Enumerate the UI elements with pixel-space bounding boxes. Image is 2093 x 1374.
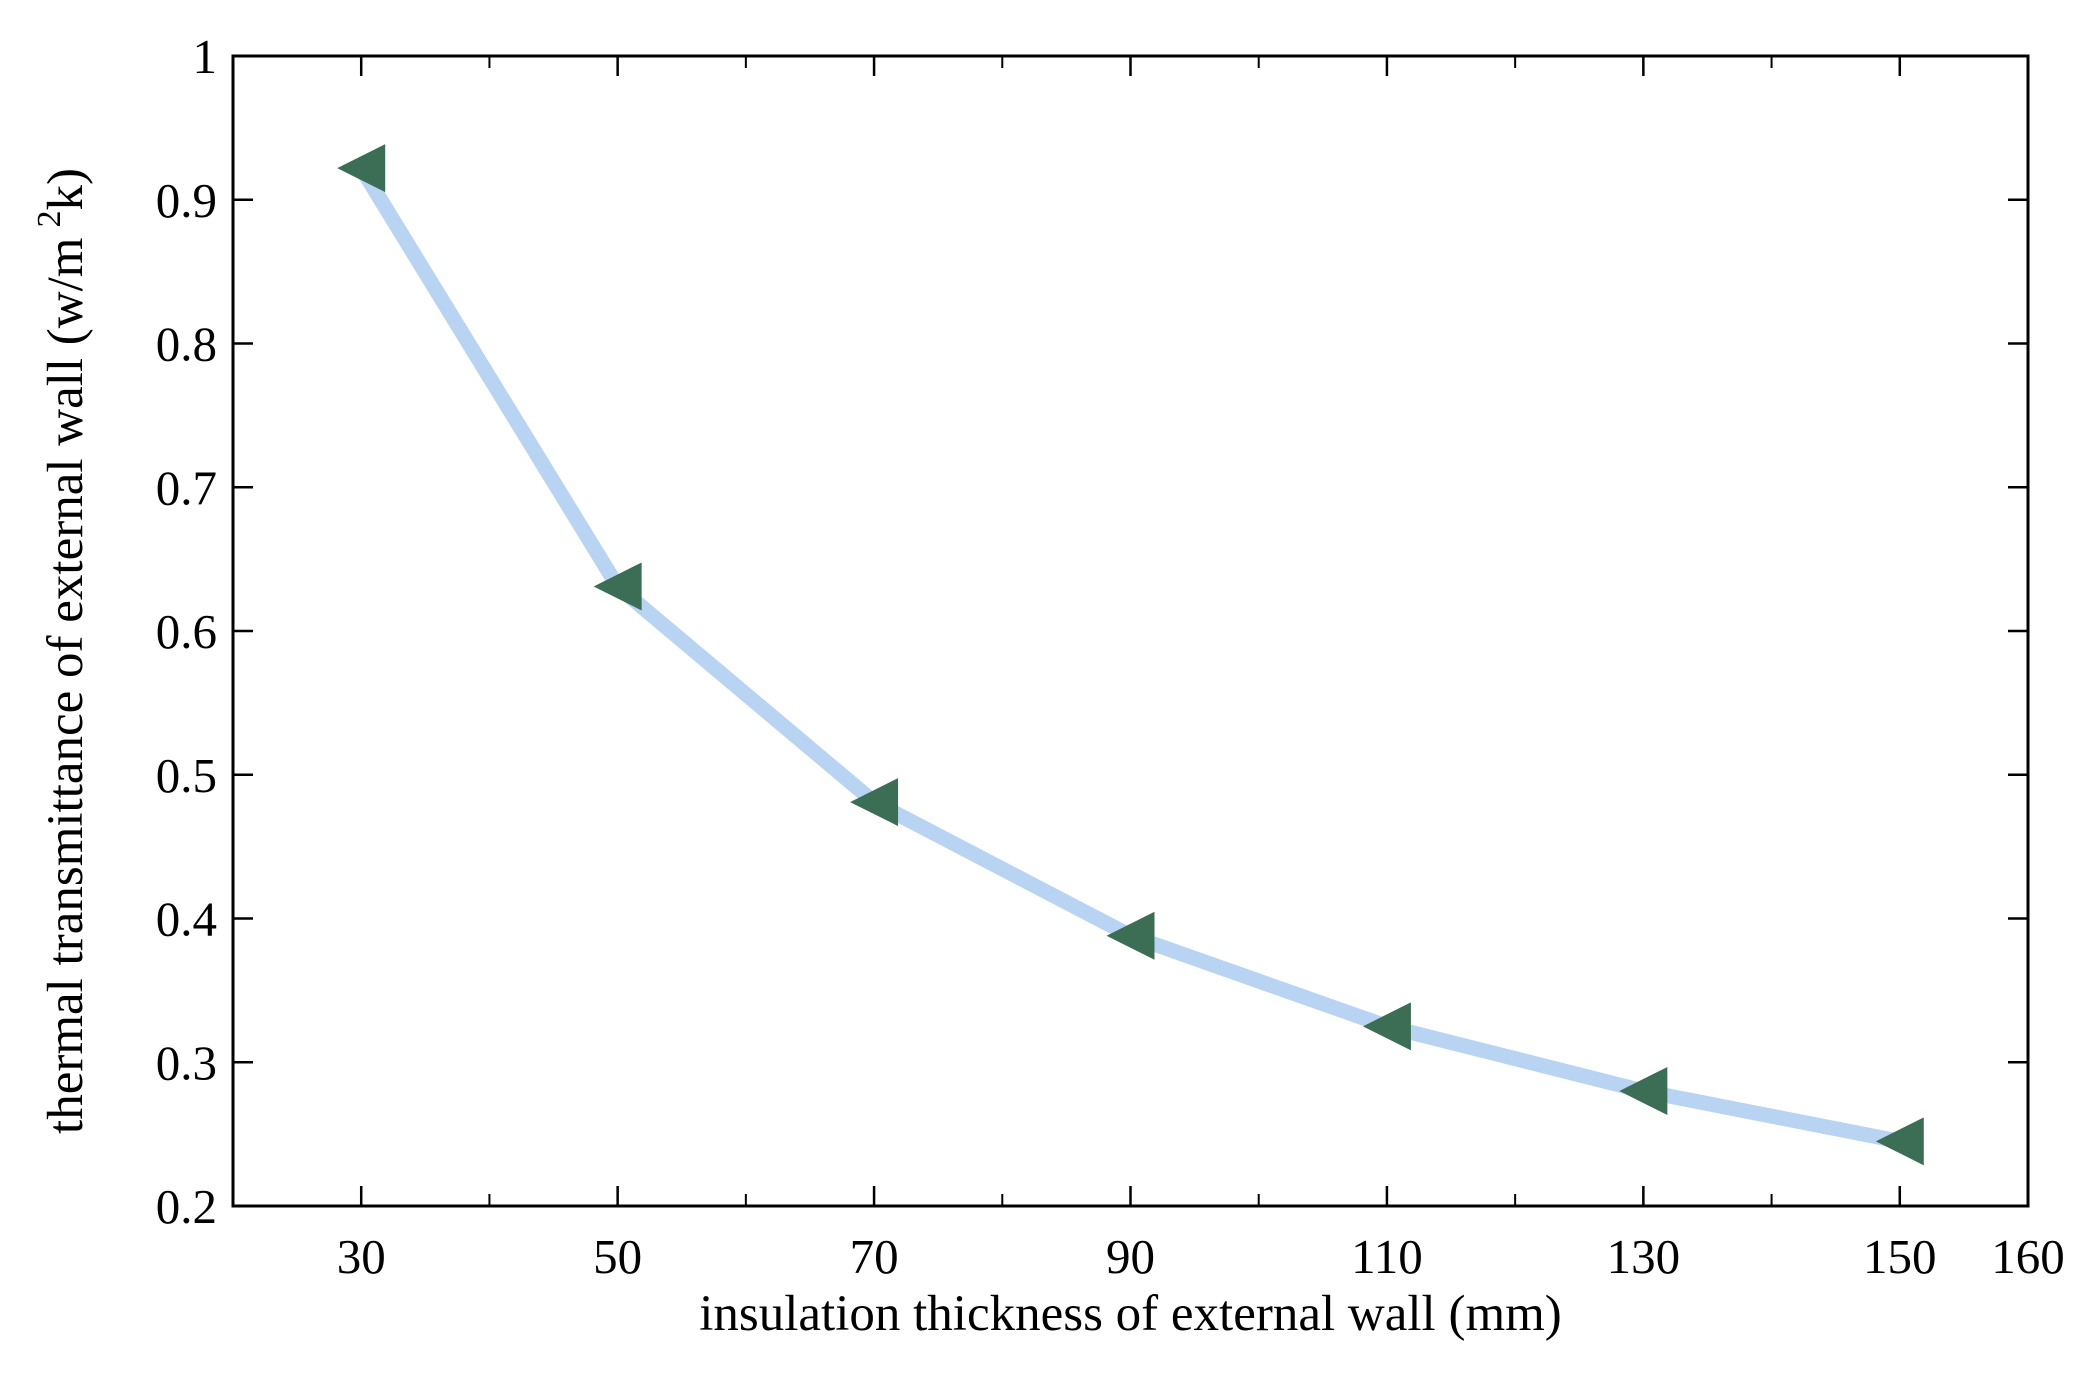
y-tick-label: 0.9 bbox=[156, 173, 217, 228]
ticks-layer bbox=[233, 54, 2030, 1208]
y-tick-label: 0.7 bbox=[156, 460, 217, 515]
x-tick-label: 90 bbox=[1106, 1229, 1155, 1284]
y-axis-label-main: thermal transmittance of external wall (… bbox=[38, 238, 94, 1134]
y-tick-label: 0.2 bbox=[156, 1179, 217, 1234]
x-tick-label: 150 bbox=[1863, 1229, 1937, 1284]
x-tick-label: 70 bbox=[850, 1229, 899, 1284]
y-axis-label-superscript: 2 bbox=[31, 211, 68, 228]
y-tick-label: 1 bbox=[193, 29, 218, 84]
series-line bbox=[353, 160, 1908, 1149]
data-point-marker bbox=[1106, 911, 1155, 960]
data-point-marker bbox=[1619, 1067, 1668, 1115]
x-axis-label: insulation thickness of external wall (m… bbox=[699, 1286, 1562, 1342]
plot-frame bbox=[231, 54, 2030, 1208]
data-point-marker bbox=[593, 562, 642, 611]
data-point-marker bbox=[337, 144, 386, 193]
x-tick-label: 110 bbox=[1351, 1229, 1423, 1284]
data-point-marker bbox=[1875, 1117, 1924, 1166]
y-tick-label: 0.6 bbox=[156, 604, 217, 659]
tick-labels: 30 50 70 90 110 130 150 160 0.2 0.3 0.4 0.5 0.6 0.7 0.… bbox=[156, 29, 2065, 1284]
y-tick-label: 0.5 bbox=[156, 748, 217, 803]
x-tick-label: 30 bbox=[337, 1229, 386, 1284]
data-point-marker bbox=[1362, 1002, 1411, 1051]
y-tick-label: 0.8 bbox=[156, 317, 217, 372]
y-tick-label: 0.4 bbox=[156, 892, 217, 947]
y-tick-label: 0.3 bbox=[156, 1035, 217, 1090]
x-tick-label: 160 bbox=[1991, 1229, 2065, 1284]
y-axis-label: thermal transmittance of external wall (… bbox=[31, 168, 94, 1134]
y-axis-label-suffix: k) bbox=[38, 168, 94, 210]
data-point-marker bbox=[850, 778, 899, 827]
plot-layer bbox=[337, 144, 1924, 1166]
x-tick-label: 130 bbox=[1607, 1229, 1681, 1284]
x-tick-label: 50 bbox=[593, 1229, 642, 1284]
